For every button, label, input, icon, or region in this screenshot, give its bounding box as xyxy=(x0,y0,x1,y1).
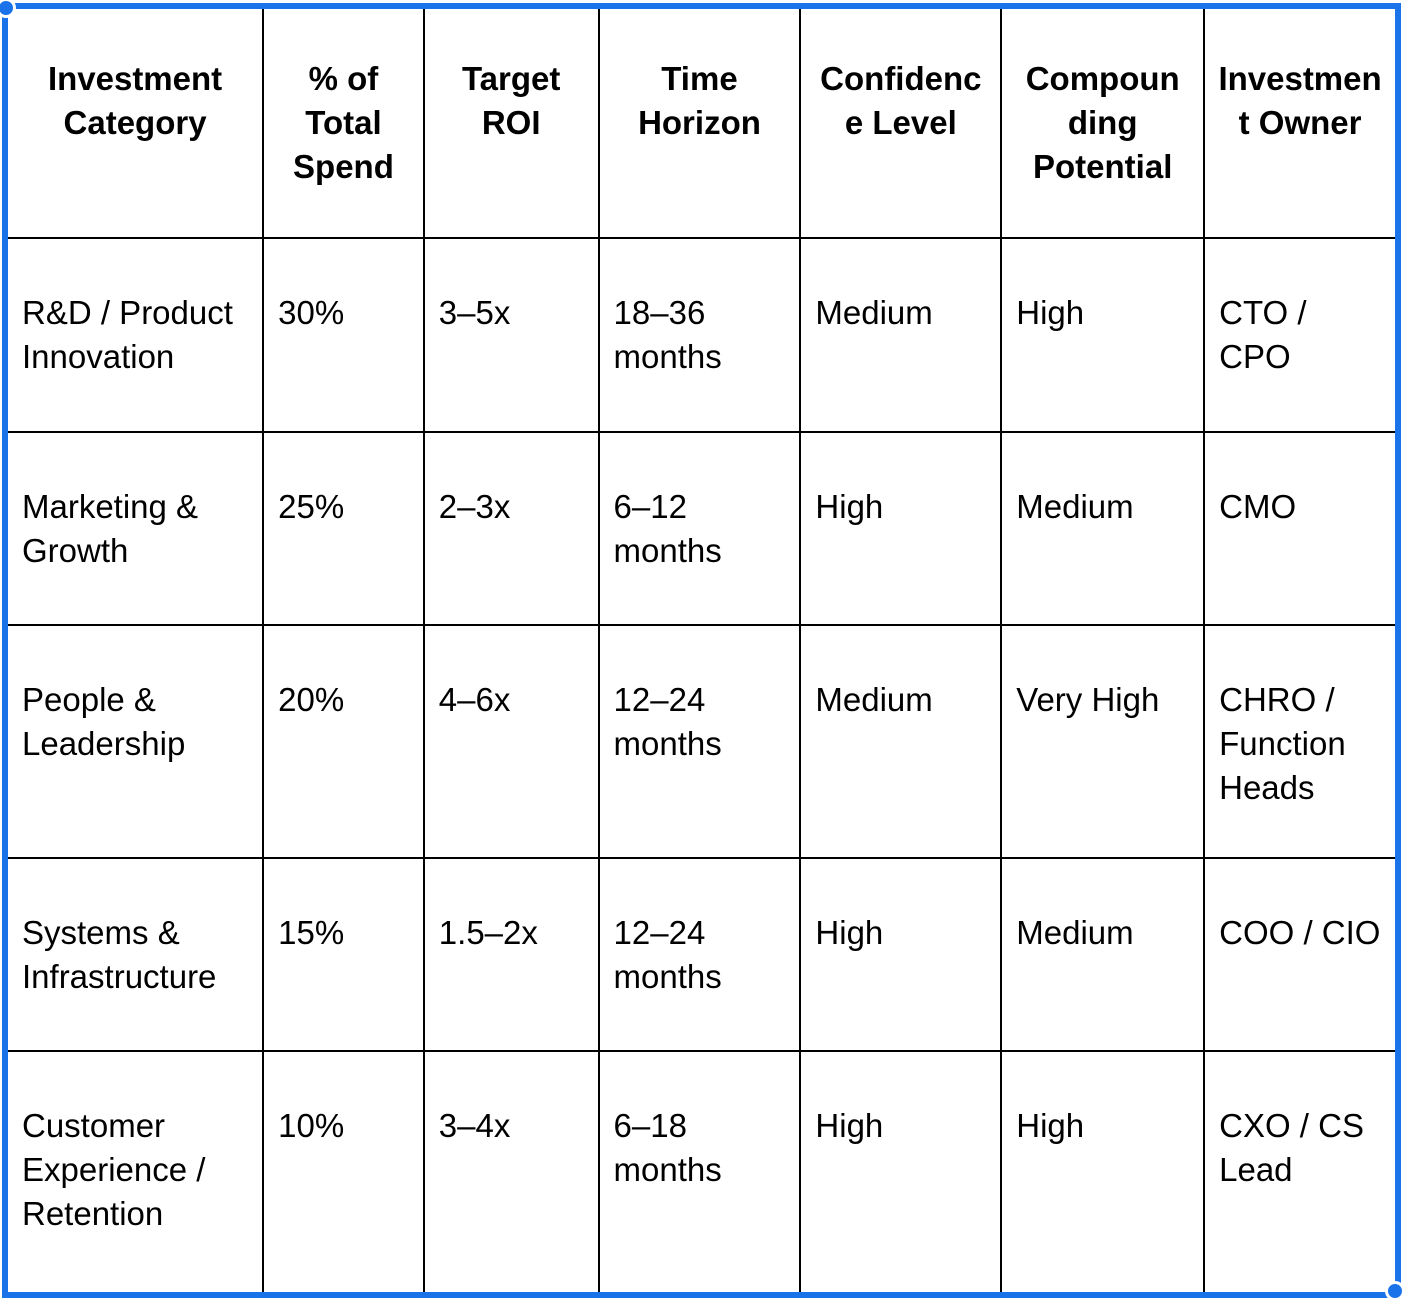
table-cell-confidence[interactable]: High xyxy=(799,1050,1003,1296)
investment-roi-table: Investment Category % of Total Spend Tar… xyxy=(2,3,1401,1298)
table-cell-compounding[interactable]: High xyxy=(1000,237,1206,433)
table-cell-confidence[interactable]: Medium xyxy=(799,237,1003,433)
table-cell-spend[interactable]: 20% xyxy=(262,624,425,859)
selection-handle-bottom-right[interactable] xyxy=(1385,1281,1405,1301)
table-cell-horizon[interactable]: 12–24 months xyxy=(597,857,802,1052)
table-cell-compounding[interactable]: High xyxy=(1000,1050,1206,1296)
table-cell-category[interactable]: Systems & Infrastructure xyxy=(3,857,265,1052)
table-cell-owner[interactable]: COO / CIO xyxy=(1203,857,1399,1052)
table-cell-category[interactable]: People & Leadership xyxy=(3,624,265,859)
table-cell-confidence[interactable]: Medium xyxy=(799,624,1003,859)
selection-handle-top-left[interactable] xyxy=(0,0,16,18)
table-cell-compounding[interactable]: Medium xyxy=(1000,857,1206,1052)
table-cell-spend[interactable]: 10% xyxy=(262,1050,425,1296)
table-cell-roi[interactable]: 3–4x xyxy=(422,1050,600,1296)
table-cell-owner[interactable]: CHRO / Function Heads xyxy=(1203,624,1399,859)
header-cell-confidence-level[interactable]: Confidenc e Level xyxy=(799,5,1003,239)
table-cell-roi[interactable]: 4–6x xyxy=(422,624,600,859)
table-cell-confidence[interactable]: High xyxy=(799,431,1003,626)
header-cell-investment-owner[interactable]: Investmen t Owner xyxy=(1203,5,1399,239)
table-row: People & Leadership 20% 4–6x 12–24 month… xyxy=(3,624,1399,859)
table-cell-roi[interactable]: 1.5–2x xyxy=(422,857,600,1052)
table-row: Customer Experience / Retention 10% 3–4x… xyxy=(3,1050,1399,1296)
table-cell-compounding[interactable]: Medium xyxy=(1000,431,1206,626)
table-cell-category[interactable]: R&D / Product Innovation xyxy=(3,237,265,433)
table-cell-horizon[interactable]: 18–36 months xyxy=(597,237,802,433)
header-cell-target-roi[interactable]: Target ROI xyxy=(422,5,600,239)
table-cell-horizon[interactable]: 6–12 months xyxy=(597,431,802,626)
table-row: R&D / Product Innovation 30% 3–5x 18–36 … xyxy=(3,237,1399,433)
table-cell-compounding[interactable]: Very High xyxy=(1000,624,1206,859)
table-row: Marketing & Growth 25% 2–3x 6–12 months … xyxy=(3,431,1399,626)
header-cell-percent-of-total-spend[interactable]: % of Total Spend xyxy=(262,5,425,239)
table-row: Systems & Infrastructure 15% 1.5–2x 12–2… xyxy=(3,857,1399,1052)
table-cell-spend[interactable]: 25% xyxy=(262,431,425,626)
table-cell-horizon[interactable]: 6–18 months xyxy=(597,1050,802,1296)
table-cell-category[interactable]: Marketing & Growth xyxy=(3,431,265,626)
header-cell-investment-category[interactable]: Investment Category xyxy=(3,5,265,239)
table-cell-roi[interactable]: 3–5x xyxy=(422,237,600,433)
table-cell-owner[interactable]: CMO xyxy=(1203,431,1399,626)
table-cell-owner[interactable]: CTO / CPO xyxy=(1203,237,1399,433)
table-cell-spend[interactable]: 15% xyxy=(262,857,425,1052)
header-cell-time-horizon[interactable]: Time Horizon xyxy=(597,5,802,239)
table-cell-roi[interactable]: 2–3x xyxy=(422,431,600,626)
header-cell-compounding-potential[interactable]: Compoun ding Potential xyxy=(1000,5,1206,239)
table-cell-category[interactable]: Customer Experience / Retention xyxy=(3,1050,265,1296)
table-cell-confidence[interactable]: High xyxy=(799,857,1003,1052)
table-header-row: Investment Category % of Total Spend Tar… xyxy=(3,5,1399,239)
table-cell-horizon[interactable]: 12–24 months xyxy=(597,624,802,859)
table-cell-spend[interactable]: 30% xyxy=(262,237,425,433)
table-cell-owner[interactable]: CXO / CS Lead xyxy=(1203,1050,1399,1296)
